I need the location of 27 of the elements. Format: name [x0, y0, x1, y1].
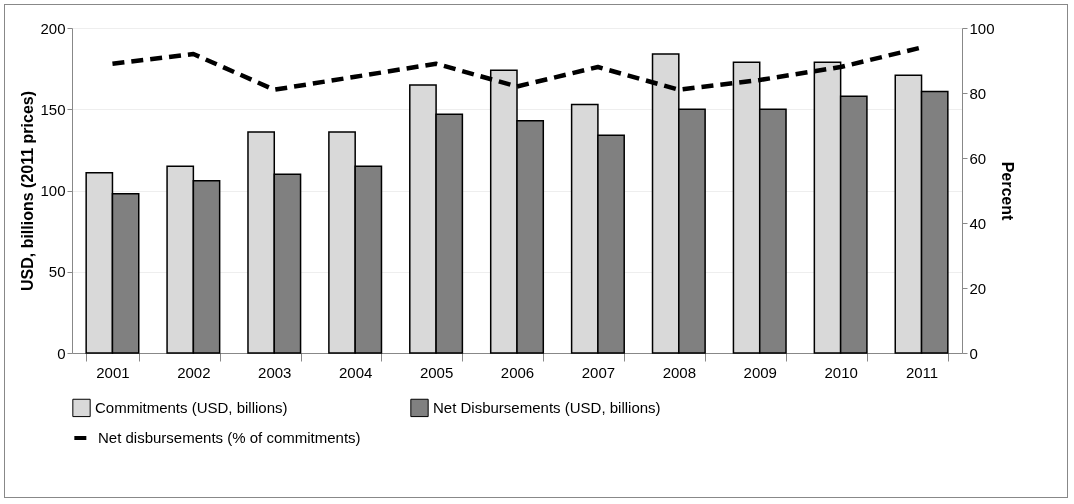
y-axis-title: USD, billions (2011 prices): [19, 90, 37, 292]
y-tick-label: 150: [40, 100, 66, 118]
legend-label: Net Disbursements (USD, billions): [433, 398, 661, 416]
legend-label: Net disbursements (% of commitments): [98, 429, 361, 446]
legend-label: Commitments (USD, billions): [95, 398, 288, 416]
y2-tick-label: 100: [969, 19, 995, 37]
y-tick-label: 100: [40, 182, 66, 199]
x-tick-label: 2006: [500, 363, 535, 381]
x-tick-label: 2010: [824, 363, 858, 381]
y2-tick-label: 0: [969, 344, 978, 362]
x-tick-label: 2003: [258, 363, 292, 381]
y-tick-label: 0: [57, 344, 66, 362]
x-tick-label: 2008: [662, 363, 697, 381]
y2-tick-label: 20: [969, 279, 987, 297]
x-tick-label: 2005: [419, 363, 454, 381]
x-tick-label: 2001: [96, 363, 130, 381]
y2-tick-label: 60: [969, 149, 987, 167]
x-tick-label: 2009: [743, 363, 777, 381]
x-tick-label: 2007: [581, 363, 616, 381]
y2-axis-title: Percent: [998, 161, 1016, 222]
y2-tick-label: 80: [969, 84, 987, 102]
x-tick-label: 2002: [177, 363, 211, 381]
x-tick-label: 2004: [338, 363, 373, 381]
y-tick-label: 200: [40, 19, 66, 37]
y2-tick-label: 40: [969, 214, 987, 232]
y-tick-label: 50: [48, 263, 66, 281]
x-tick-label: 2011: [905, 363, 939, 381]
